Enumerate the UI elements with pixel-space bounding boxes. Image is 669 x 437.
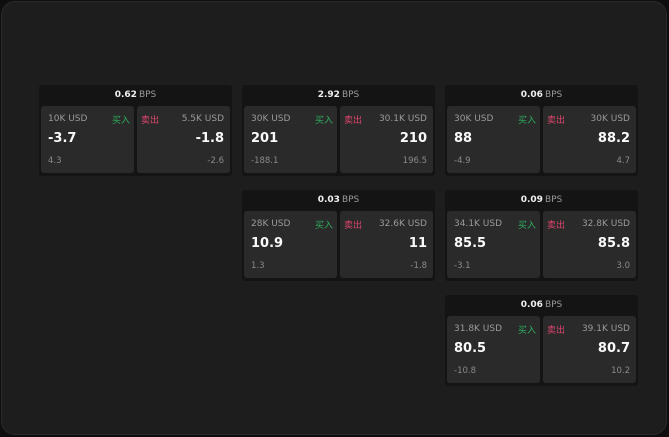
buy-label: 买入 xyxy=(111,116,130,126)
bid-size: 34.1K USD xyxy=(454,219,503,229)
sell-panel[interactable]: 卖出 30K USD 88.2 4.7 xyxy=(543,106,636,173)
ask-size: 32.8K USD xyxy=(581,219,630,229)
quote-card: 0.06 BPS 31.8K USD 买入 80.5 -10.8 卖出 39.1K… xyxy=(445,295,638,386)
ask-change: 10.2 xyxy=(611,366,630,376)
sell-panel[interactable]: 卖出 32.6K USD 11 -1.8 xyxy=(340,211,433,278)
spread-value: 0.62 xyxy=(114,90,137,100)
spread-unit: BPS xyxy=(138,90,157,100)
buy-label: 买入 xyxy=(314,221,333,231)
ask-price: 85.8 xyxy=(597,236,630,251)
ask-price: 210 xyxy=(399,131,427,146)
ask-change: 196.5 xyxy=(402,156,427,166)
buy-panel[interactable]: 28K USD 买入 10.9 1.3 xyxy=(244,211,337,278)
buy-panel[interactable]: 10K USD 买入 -3.7 4.3 xyxy=(41,106,134,173)
ask-size: 5.5K USD xyxy=(181,114,224,124)
quote-card: 2.92 BPS 30K USD 买入 201 -188.1 卖出 30.1K U… xyxy=(242,85,435,176)
spread-value: 0.03 xyxy=(317,195,340,205)
bid-size: 30K USD xyxy=(251,114,291,124)
ask-price: 88.2 xyxy=(597,131,630,146)
buy-label: 买入 xyxy=(517,326,536,336)
bid-price: 80.5 xyxy=(454,341,487,356)
buy-panel[interactable]: 30K USD 买入 201 -188.1 xyxy=(244,106,337,173)
bid-change: 4.3 xyxy=(48,156,62,166)
ask-price: 11 xyxy=(408,236,427,251)
sell-label: 卖出 xyxy=(547,221,566,231)
ask-change: -1.8 xyxy=(410,261,427,271)
spread-unit: BPS xyxy=(544,90,563,100)
buy-panel[interactable]: 31.8K USD 买入 80.5 -10.8 xyxy=(447,316,540,383)
spread-header: 0.62 BPS xyxy=(39,85,232,106)
buy-panel[interactable]: 34.1K USD 买入 85.5 -3.1 xyxy=(447,211,540,278)
sell-panel[interactable]: 卖出 5.5K USD -1.8 -2.6 xyxy=(137,106,230,173)
spread-value: 0.09 xyxy=(520,195,543,205)
bid-change: -10.8 xyxy=(454,366,476,376)
bid-size: 30K USD xyxy=(454,114,494,124)
buy-panel[interactable]: 30K USD 买入 88 -4.9 xyxy=(447,106,540,173)
sell-label: 卖出 xyxy=(547,326,566,336)
ask-size: 32.6K USD xyxy=(378,219,427,229)
spread-value: 0.06 xyxy=(520,300,543,310)
quote-card: 0.06 BPS 30K USD 买入 88 -4.9 卖出 30K USD 88… xyxy=(445,85,638,176)
buy-label: 买入 xyxy=(517,116,536,126)
bid-price: 88 xyxy=(454,131,473,146)
ask-change: 3.0 xyxy=(616,261,630,271)
sell-label: 卖出 xyxy=(344,221,363,231)
sell-panel[interactable]: 卖出 39.1K USD 80.7 10.2 xyxy=(543,316,636,383)
quote-card: 0.03 BPS 28K USD 买入 10.9 1.3 卖出 32.6K USD… xyxy=(242,190,435,281)
ask-size: 39.1K USD xyxy=(581,324,630,334)
bid-price: -3.7 xyxy=(48,131,77,146)
ask-size: 30K USD xyxy=(590,114,630,124)
ask-change: 4.7 xyxy=(616,156,630,166)
spread-unit: BPS xyxy=(341,90,360,100)
quote-card: 0.62 BPS 10K USD 买入 -3.7 4.3 卖出 5.5K USD … xyxy=(39,85,232,176)
sell-label: 卖出 xyxy=(344,116,363,126)
spread-unit: BPS xyxy=(544,300,563,310)
spread-header: 0.03 BPS xyxy=(242,190,435,211)
bid-size: 10K USD xyxy=(48,114,88,124)
bid-change: 1.3 xyxy=(251,261,265,271)
ask-price: 80.7 xyxy=(597,341,630,356)
spread-value: 0.06 xyxy=(520,90,543,100)
quote-card: 0.09 BPS 34.1K USD 买入 85.5 -3.1 卖出 32.8K … xyxy=(445,190,638,281)
bid-price: 10.9 xyxy=(251,236,284,251)
bid-size: 28K USD xyxy=(251,219,291,229)
ask-change: -2.6 xyxy=(207,156,224,166)
spread-unit: BPS xyxy=(544,195,563,205)
spread-header: 2.92 BPS xyxy=(242,85,435,106)
spread-header: 0.06 BPS xyxy=(445,295,638,316)
sell-label: 卖出 xyxy=(547,116,566,126)
spread-unit: BPS xyxy=(341,195,360,205)
spread-header: 0.09 BPS xyxy=(445,190,638,211)
bid-change: -3.1 xyxy=(454,261,471,271)
sell-label: 卖出 xyxy=(141,116,160,126)
bid-change: -4.9 xyxy=(454,156,471,166)
ask-size: 30.1K USD xyxy=(378,114,427,124)
sell-panel[interactable]: 卖出 30.1K USD 210 196.5 xyxy=(340,106,433,173)
spread-header: 0.06 BPS xyxy=(445,85,638,106)
buy-label: 买入 xyxy=(314,116,333,126)
bid-price: 201 xyxy=(251,131,279,146)
bid-price: 85.5 xyxy=(454,236,487,251)
sell-panel[interactable]: 卖出 32.8K USD 85.8 3.0 xyxy=(543,211,636,278)
buy-label: 买入 xyxy=(517,221,536,231)
spread-value: 2.92 xyxy=(317,90,340,100)
bid-size: 31.8K USD xyxy=(454,324,503,334)
bid-change: -188.1 xyxy=(251,156,279,166)
ask-price: -1.8 xyxy=(195,131,224,146)
